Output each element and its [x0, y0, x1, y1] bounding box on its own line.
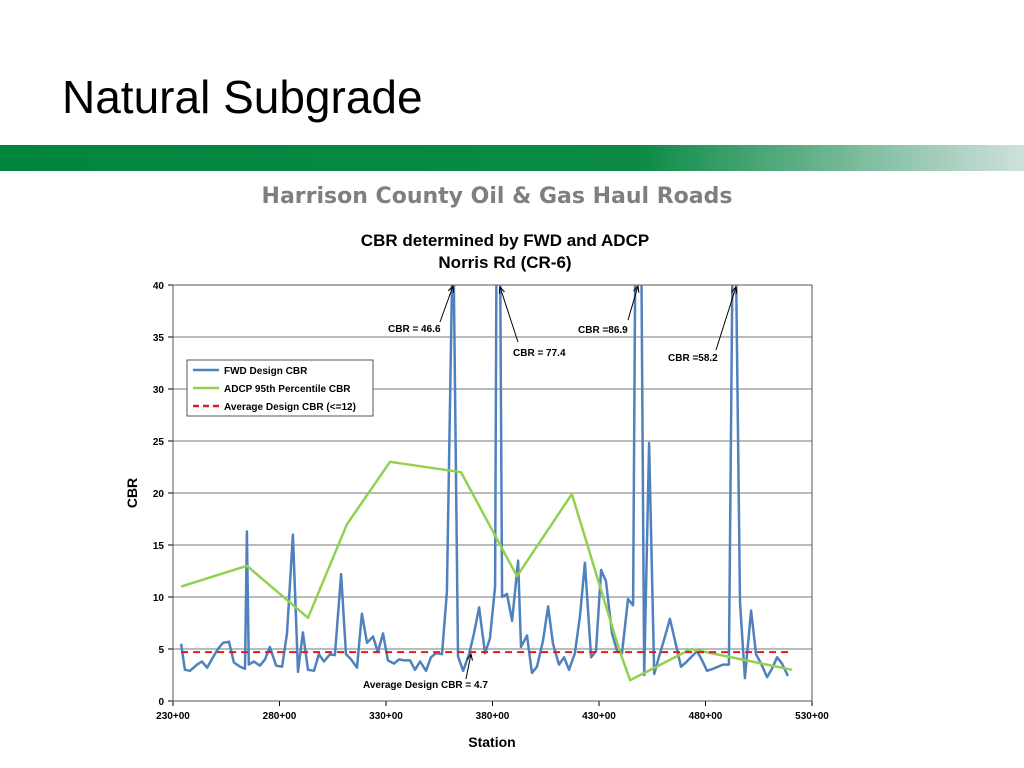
chart-title: Norris Rd (CR-6)	[438, 253, 571, 272]
y-axis-label: CBR	[124, 478, 140, 508]
y-tick-label: 35	[153, 333, 165, 344]
x-tick-label: 380+00	[476, 711, 510, 722]
series-group	[179, 285, 793, 682]
legend-label: ADCP 95th Percentile CBR	[224, 384, 351, 395]
y-tick-label: 0	[158, 697, 164, 708]
annotation: CBR = 46.6	[388, 324, 441, 335]
y-tick-label: 10	[153, 593, 165, 604]
x-tick-label: 480+00	[689, 711, 723, 722]
annotation: CBR =58.2	[668, 353, 718, 364]
y-tick-label: 30	[153, 385, 165, 396]
annotation-arrow	[627, 286, 638, 321]
x-tick-label: 430+00	[582, 711, 616, 722]
annotation: CBR = 77.4	[513, 348, 566, 359]
annotation-arrow	[715, 287, 736, 351]
y-tick-label: 5	[158, 645, 164, 656]
annotation: CBR =86.9	[578, 325, 628, 336]
y-tick-label: 20	[153, 489, 165, 500]
slide-title: Natural Subgrade	[62, 71, 423, 123]
annotation-arrow	[439, 286, 453, 323]
x-tick-label: 330+00	[369, 711, 403, 722]
chart: 0 5 10 15 20 25 30 35 40 230+00 280+00 330+00 380+00…	[153, 281, 829, 722]
annotation-arrow	[465, 654, 471, 680]
line-series	[179, 285, 790, 680]
subtitle: Harrison County Oil & Gas Haul Roads	[262, 184, 733, 209]
line-series	[180, 460, 793, 682]
legend-label: FWD Design CBR	[224, 366, 308, 377]
x-tick-label: 230+00	[156, 711, 190, 722]
x-tick-label: 280+00	[263, 711, 297, 722]
header-band	[0, 145, 1024, 171]
y-tick-label: 25	[153, 437, 165, 448]
plot-border	[172, 284, 813, 702]
x-tick-label: 530+00	[795, 711, 829, 722]
legend-label: Average Design CBR (<=12)	[224, 402, 356, 413]
y-tick-label: 40	[153, 281, 165, 292]
chart-title: CBR determined by FWD and ADCP	[361, 231, 649, 250]
y-tick-label: 15	[153, 541, 165, 552]
x-axis-label: Station	[468, 734, 515, 750]
annotation-arrow	[500, 287, 519, 343]
annotation: Average Design CBR = 4.7	[363, 680, 488, 691]
